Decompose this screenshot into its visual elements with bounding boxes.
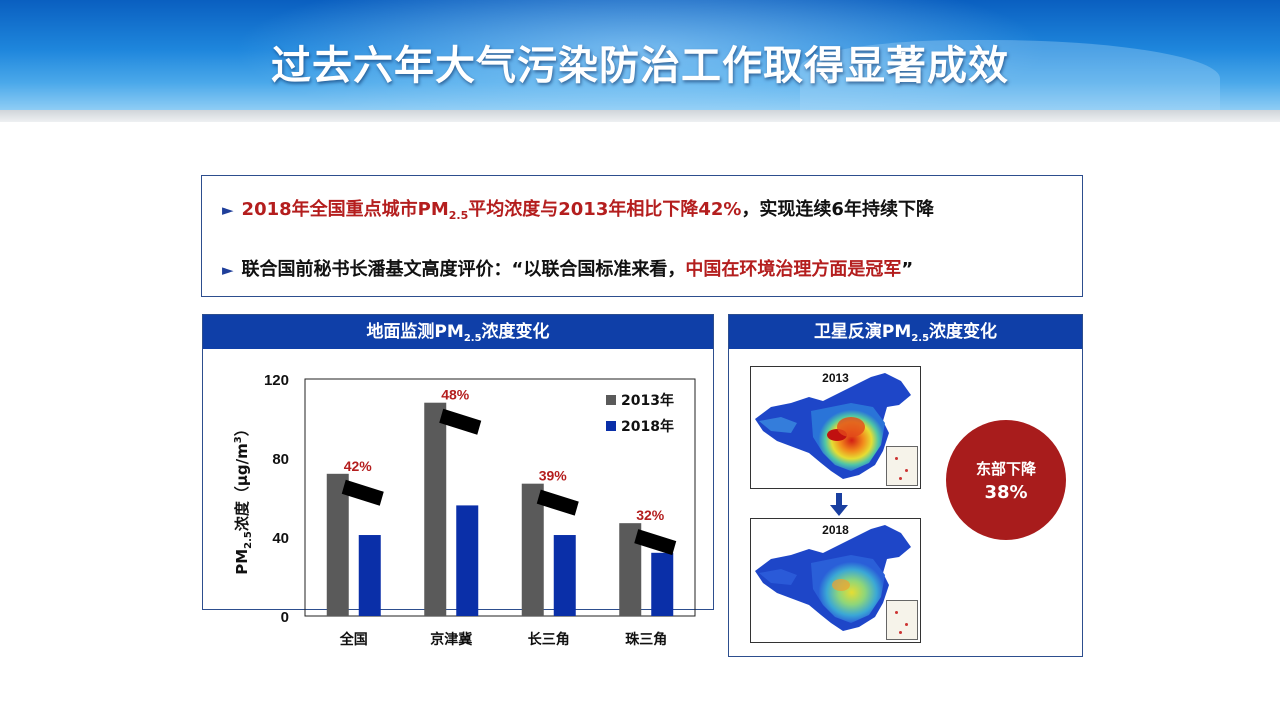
plot-area-frame [304,378,696,617]
map-2018-year-label: 2018 [822,523,849,537]
decrease-arrow-marker [536,489,579,516]
page-title: 过去六年大气污染防治工作取得显著成效 [271,43,1009,89]
ground-panel-title-b: 浓度变化 [481,322,550,342]
satellite-panel-title-sub: 2.5 [911,333,930,344]
decrease-arrow-marker [341,479,384,506]
badge-value: 38% [984,482,1028,503]
bar-2018 [456,505,479,616]
y-tick-label: 120 [264,372,289,389]
bar-2018 [553,535,576,616]
legend-label: 2013年 [621,392,674,409]
summary-line-1-red-sub: 2.5 [448,209,469,222]
summary-line-2-black: 联合国前秘书长潘基文高度评价：“以联合国标准来看， [241,259,686,280]
legend-swatch-2013 [606,395,616,405]
satellite-panel-header: 卫星反演PM2.5浓度变化 [729,315,1082,349]
south-china-sea-inset [886,446,918,486]
y-tick-label: 80 [272,451,289,468]
ground-panel-title-a: 地面监测PM [366,322,464,342]
x-category-label: 全国 [339,631,368,648]
bar-2013 [424,402,447,616]
y-tick-label: 0 [281,609,289,626]
map-2018: 2018 [750,518,921,643]
bullet-triangle-icon: ► [222,261,234,279]
banner-divider [0,110,1280,122]
map-2013: 2013 [750,366,921,489]
decrease-percent-label: 42% [344,458,373,474]
summary-line-1-red-a: 2018年全国重点城市PM [241,199,449,220]
decrease-percent-label: 48% [441,387,470,403]
x-category-label: 京津冀 [430,631,472,648]
header-banner [0,0,1280,110]
ground-panel-title-sub: 2.5 [463,333,482,344]
china-pm-map-2018-image [755,525,911,631]
x-category-label: 珠三角 [625,631,667,648]
summary-line-1-black: ，实现连续6年持续下降 [741,199,934,220]
decrease-arrow-marker [439,408,482,435]
decrease-percent-label: 39% [539,468,568,484]
decrease-arrow-marker [634,529,677,556]
summary-line-2-end-quote: ” [901,259,914,280]
bullet-triangle-icon: ► [222,201,234,219]
bar-2013 [326,473,349,616]
east-decrease-badge: 东部下降 38% [946,420,1066,540]
legend-swatch-2018 [606,421,616,431]
satellite-panel-title-b: 浓度变化 [929,322,998,342]
y-axis-label: PM2.5浓度（μg/m3） [233,421,254,575]
y-tick-label: 40 [272,530,289,547]
legend-label: 2018年 [621,418,674,435]
summary-box: ► 2018年全国重点城市PM2.5平均浓度与2013年相比下降42%，实现连续6… [201,175,1083,297]
badge-label: 东部下降 [975,460,1036,478]
bar-2018 [358,535,381,616]
ground-panel-header: 地面监测PM2.5浓度变化 [203,315,713,349]
summary-line-2: ► 联合国前秘书长潘基文高度评价：“以联合国标准来看，中国在环境治理方面是冠军” [222,255,913,281]
banner-map-decoration [800,40,1220,110]
bar-2013 [619,523,642,616]
map-2013-year-label: 2013 [822,371,849,385]
south-china-sea-inset [886,600,918,640]
china-pm-map-2013-image [755,373,911,479]
bar-2013 [521,483,544,616]
arrow-down-icon [830,493,848,516]
banner-glow [200,0,1080,110]
summary-line-1-red-b: 平均浓度与2013年相比下降42% [468,199,742,220]
x-category-label: 长三角 [528,631,570,648]
bar-2018 [651,552,674,616]
summary-line-2-red: 中国在环境治理方面是冠军 [685,259,902,280]
summary-line-1: ► 2018年全国重点城市PM2.5平均浓度与2013年相比下降42%，实现连续6… [222,195,934,222]
satellite-panel-title-a: 卫星反演PM [813,322,912,342]
decrease-percent-label: 32% [636,507,665,523]
